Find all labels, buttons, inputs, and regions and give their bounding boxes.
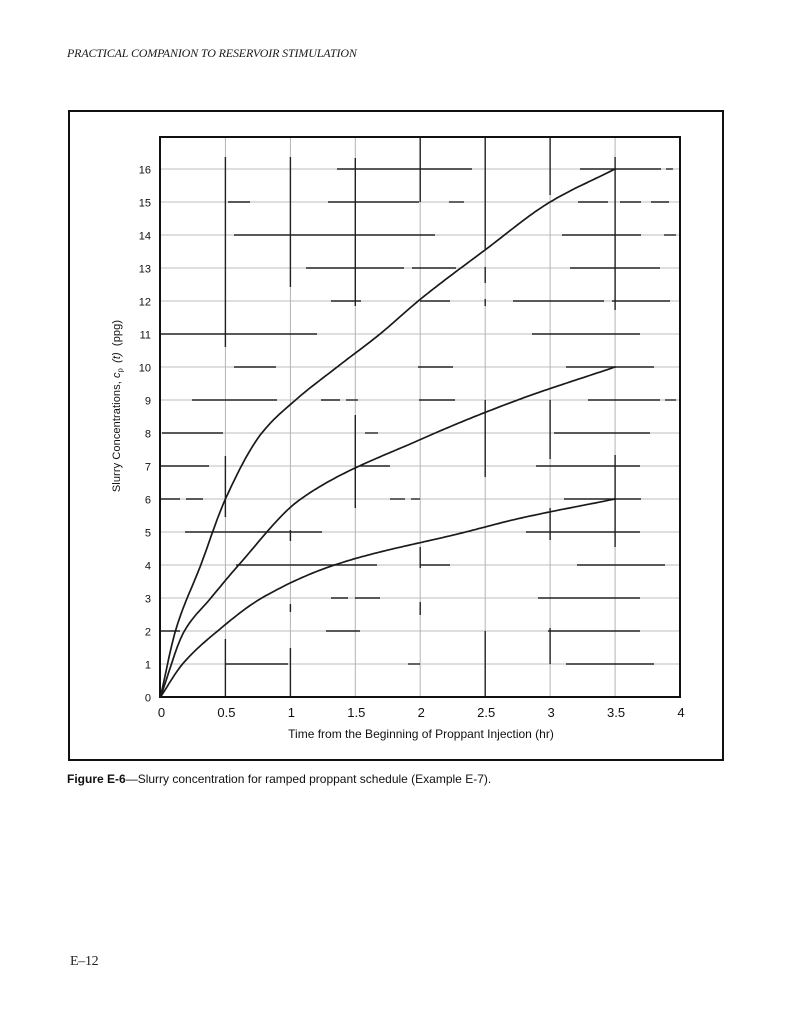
svg-text:0: 0	[158, 705, 165, 720]
svg-text:4: 4	[145, 560, 151, 572]
svg-text:0.5: 0.5	[217, 705, 235, 720]
svg-text:Time from the Beginning of Pro: Time from the Beginning of Proppant Inje…	[288, 727, 554, 741]
svg-text:2: 2	[418, 705, 425, 720]
svg-text:9: 9	[145, 395, 151, 407]
svg-text:14: 14	[139, 230, 151, 242]
svg-text:16: 16	[139, 164, 151, 176]
svg-text:1: 1	[145, 659, 151, 671]
svg-text:6: 6	[145, 494, 151, 506]
svg-text:2: 2	[145, 626, 151, 638]
svg-text:1: 1	[288, 705, 295, 720]
svg-text:12: 12	[139, 296, 151, 308]
svg-text:2.5: 2.5	[477, 705, 495, 720]
svg-text:3: 3	[145, 593, 151, 605]
svg-text:3: 3	[547, 705, 554, 720]
svg-text:13: 13	[139, 263, 151, 275]
svg-text:1.5: 1.5	[347, 705, 365, 720]
svg-text:10: 10	[139, 362, 151, 374]
svg-text:3.5: 3.5	[607, 705, 625, 720]
svg-text:7: 7	[145, 461, 151, 473]
svg-text:5: 5	[145, 527, 151, 539]
svg-text:11: 11	[140, 329, 151, 341]
svg-text:8: 8	[145, 428, 151, 440]
svg-text:Slurry Concentrations, cp (t): Slurry Concentrations, cp (t) (ppg)	[111, 320, 125, 492]
svg-text:15: 15	[139, 197, 151, 209]
svg-text:4: 4	[677, 705, 684, 720]
svg-text:0: 0	[145, 692, 151, 704]
